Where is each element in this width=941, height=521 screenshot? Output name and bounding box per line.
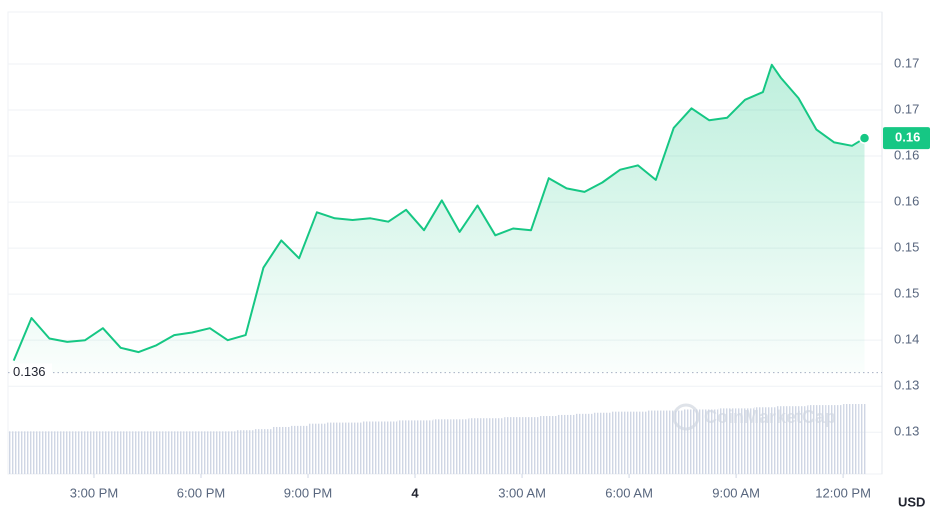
volume-bar: [807, 405, 826, 474]
volume-bar: [825, 405, 844, 474]
volume-bar: [843, 404, 859, 474]
baseline-label: 0.136: [13, 364, 46, 379]
volume-bar: [415, 420, 433, 474]
volume-bar: [272, 426, 291, 474]
volume-bar: [111, 431, 130, 474]
volume-bar: [646, 410, 665, 474]
volume-bar: [76, 431, 94, 474]
y-tick-label: 0.16: [894, 147, 919, 162]
volume-bar: [682, 409, 701, 474]
volume-bar: [789, 406, 808, 474]
volume-bar: [22, 431, 41, 474]
y-tick-label: 0.16: [894, 194, 919, 209]
volume-bar: [93, 431, 112, 474]
volume-bar: [129, 431, 148, 474]
volume-bar: [700, 409, 719, 474]
x-tick-label: 9:00 AM: [712, 485, 760, 500]
volume-bar: [858, 404, 867, 474]
volume-bar: [575, 413, 594, 474]
volume-bar: [40, 431, 59, 474]
baseline-label-bg: [10, 363, 52, 382]
volume-bar: [522, 417, 540, 474]
price-area: [13, 64, 865, 373]
volume-bar: [611, 411, 630, 474]
y-tick-label: 0.13: [894, 378, 919, 393]
price-line: [12, 63, 866, 361]
x-tick-label: 6:00 AM: [605, 485, 653, 500]
x-tick-label: 12:00 PM: [815, 485, 871, 500]
y-tick-label: 0.17: [894, 55, 919, 70]
x-tick-label: 4: [411, 485, 419, 500]
volume-bar: [397, 420, 416, 474]
volume-bar: [290, 425, 309, 474]
volume-bar: [58, 431, 77, 474]
x-tick-label: 9:00 PM: [284, 485, 332, 500]
volume-bar: [147, 431, 166, 474]
volume-bar: [8, 431, 23, 474]
volume-bar: [308, 423, 326, 474]
volume-bar: [736, 408, 754, 474]
current-price-tag: [883, 127, 930, 150]
volume-bar: [504, 417, 523, 474]
current-price-label: 0.16: [895, 130, 920, 145]
volume-bar: [343, 422, 362, 474]
volume-bar: [165, 431, 184, 474]
y-tick-label: 0.14: [894, 332, 919, 347]
volume-bar: [361, 421, 380, 474]
y-tick-label: 0.13: [894, 424, 919, 439]
volume-bar: [557, 414, 576, 474]
volume-bar: [767, 407, 777, 474]
volume-bar: [539, 416, 558, 474]
volume-bar: [468, 418, 487, 474]
volume-bar: [450, 419, 469, 474]
volume-bar: [629, 411, 647, 474]
x-tick-label: 3:00 AM: [498, 485, 546, 500]
y-tick-label: 0.15: [894, 286, 919, 301]
volume-bar: [236, 430, 255, 474]
volume-bar: [183, 431, 201, 474]
volume-bar: [432, 419, 451, 474]
currency-label: USD: [898, 494, 925, 509]
volume-bar: [753, 407, 768, 474]
volume-bar: [486, 418, 505, 474]
x-tick-label: 3:00 PM: [70, 485, 118, 500]
volume-bar: [254, 429, 273, 474]
volume-bar: [379, 421, 398, 474]
volume-bar: [718, 408, 737, 474]
volume-bar: [776, 406, 790, 474]
volume-bar: [593, 412, 612, 474]
current-dot: [858, 132, 871, 144]
volume-bar: [325, 422, 344, 474]
volume-bar: [664, 410, 683, 474]
y-tick-label: 0.17: [894, 101, 919, 116]
volume-bar: [218, 431, 237, 474]
x-tick-label: 6:00 PM: [177, 485, 225, 500]
y-tick-label: 0.15: [894, 240, 919, 255]
volume-bar: [200, 431, 219, 474]
